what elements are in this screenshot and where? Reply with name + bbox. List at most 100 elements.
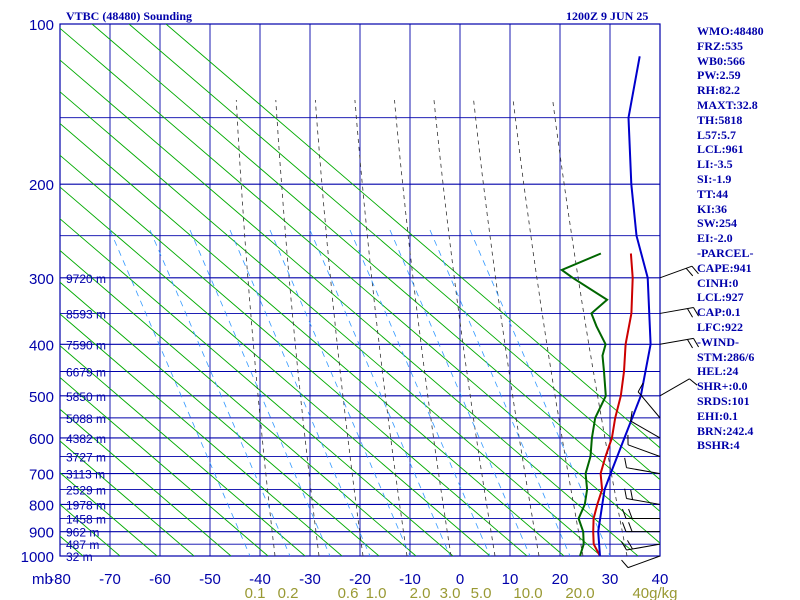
index-item: LCL:927 <box>697 290 744 305</box>
mixing-ratio-8 <box>429 229 571 556</box>
wind-barb-flag-7-0 <box>630 411 633 422</box>
moist-adiabat-5 <box>433 99 496 556</box>
observation-time: 1200Z 9 JUN 25 <box>566 9 649 23</box>
height-label-0: 32 m <box>66 550 93 564</box>
pressure-label-800: 800 <box>29 497 54 514</box>
wind-barb-staff-6 <box>627 444 661 457</box>
index-item: LCL:961 <box>697 142 744 157</box>
pressure-label-700: 700 <box>29 467 54 484</box>
mixing-ratio-6 <box>349 229 491 556</box>
mixing-ratio-label-4: 2.0 <box>410 585 431 600</box>
wind-barb-10 <box>659 337 700 349</box>
temperature-label-5: -30 <box>299 571 321 588</box>
height-label-14: 9720 m <box>66 272 106 286</box>
indices-panel: WMO:48480 FRZ:535 WB0:566 PW:2.59 RH:82.2 MAX… <box>697 24 797 453</box>
dry-adiabat-5 <box>60 345 306 556</box>
wind-barb-staff-5 <box>626 467 661 475</box>
wind-barb-flag-3-1 <box>628 508 633 519</box>
temperature-label-9: 10 <box>502 571 519 588</box>
mixing-ratio-4 <box>269 229 411 556</box>
moist-adiabat-6 <box>473 99 540 556</box>
wind-barb-flag-12-1 <box>685 267 694 277</box>
index-item: SI:-1.9 <box>697 171 732 186</box>
height-label-5: 2529 m <box>66 484 106 498</box>
index-item: EI:-2.0 <box>697 231 733 246</box>
pressure-label-100: 100 <box>29 17 54 34</box>
height-label-8: 4382 m <box>66 432 106 446</box>
mixing-ratio-1 <box>149 229 291 556</box>
dry-adiabat-6 <box>60 313 343 556</box>
mixing-ratio-label-8: 20.0 <box>565 585 594 600</box>
mixing-ratio-label-3: 1.0 <box>366 585 387 600</box>
moist-adiabats <box>235 99 628 556</box>
mixing-ratio-7 <box>389 229 531 556</box>
wind-barb-9 <box>659 378 698 397</box>
wind-barb-11 <box>659 307 700 318</box>
wind-barb-8 <box>637 382 661 419</box>
temperature-label-6: -20 <box>349 571 371 588</box>
sounding-profiles <box>559 56 652 556</box>
index-item: L57:5.7 <box>697 127 736 142</box>
index-item: SW:254 <box>697 216 738 231</box>
moist-adiabat-0 <box>235 99 276 556</box>
mixing-ratio-2 <box>189 229 331 556</box>
wind-barb-7 <box>630 411 661 439</box>
index-item: PW:2.59 <box>697 68 741 83</box>
dry-adiabat-10 <box>60 186 491 556</box>
wind-barb-5 <box>624 457 661 475</box>
wind-barb-flag-2-0 <box>621 522 627 532</box>
index-item: CAPE:941 <box>697 260 752 275</box>
index-item: CINH:0 <box>697 275 739 290</box>
temperature-label-7: -10 <box>399 571 421 588</box>
index-item: FRZ:535 <box>697 38 743 53</box>
dry-adiabat-15 <box>60 27 660 544</box>
temperature-label-12: 40 <box>652 571 669 588</box>
mixing-ratio-label-5: 3.0 <box>440 585 461 600</box>
pressure-temperature-grid <box>59 23 661 557</box>
temperature-label-11: 30 <box>602 571 619 588</box>
wind-barb-staff-0 <box>627 555 661 569</box>
wind-barb-staff-12 <box>659 265 693 279</box>
chart-title: VTBC (48480) Sounding <box>66 9 193 23</box>
wind-barb-flag-9-0 <box>689 378 698 386</box>
index-item: RH:82.2 <box>697 83 740 98</box>
wind-barb-staff-8 <box>637 391 661 419</box>
wind-barb-12 <box>659 265 699 279</box>
index-item: SRDS:101 <box>697 393 750 408</box>
moist-adiabat-8 <box>552 99 628 556</box>
dry-adiabat-3 <box>60 408 232 556</box>
pressure-label-900: 900 <box>29 525 54 542</box>
wind-barb-1 <box>620 540 661 551</box>
height-label-7: 3727 m <box>66 450 106 464</box>
index-item: TH:5818 <box>697 112 743 127</box>
moist-adiabat-2 <box>315 99 364 556</box>
index-item: HEL:24 <box>697 364 739 379</box>
height-label-2: 962 m <box>66 526 99 540</box>
mixing-ratio-label-7: 10.0 <box>513 585 542 600</box>
index-item: BRN:242.4 <box>697 423 754 438</box>
dry-adiabat-14 <box>60 59 639 556</box>
mixing-ratio-label-2: 0.6 <box>338 585 359 600</box>
dry-adiabat-11 <box>60 154 528 556</box>
wind-barb-flag-11-1 <box>687 308 694 318</box>
temperature-label-10: 20 <box>552 571 569 588</box>
index-item: WB0:566 <box>697 53 745 68</box>
pressure-label-600: 600 <box>29 431 54 448</box>
wind-barb-flag-4-0 <box>624 488 628 499</box>
dry-adiabats <box>60 24 660 556</box>
wind-barbs <box>620 265 700 569</box>
dewpoint-line <box>559 252 609 556</box>
wind-barb-2 <box>621 522 660 533</box>
dry-adiabat-12 <box>60 122 565 556</box>
mixing-ratio-0 <box>109 229 251 556</box>
index-item: -PARCEL- <box>697 245 754 260</box>
wind-barb-flag-8-0 <box>637 382 644 393</box>
index-item: BSHR:4 <box>697 438 740 453</box>
index-item: SHR+:0.0 <box>697 379 748 394</box>
pressure-label-200: 200 <box>29 177 54 194</box>
dry-adiabat-9 <box>60 218 454 556</box>
index-item: CAP:0.1 <box>697 305 741 320</box>
wind-barb-flag-4-1 <box>630 489 634 500</box>
wind-barb-staff-9 <box>659 378 690 397</box>
